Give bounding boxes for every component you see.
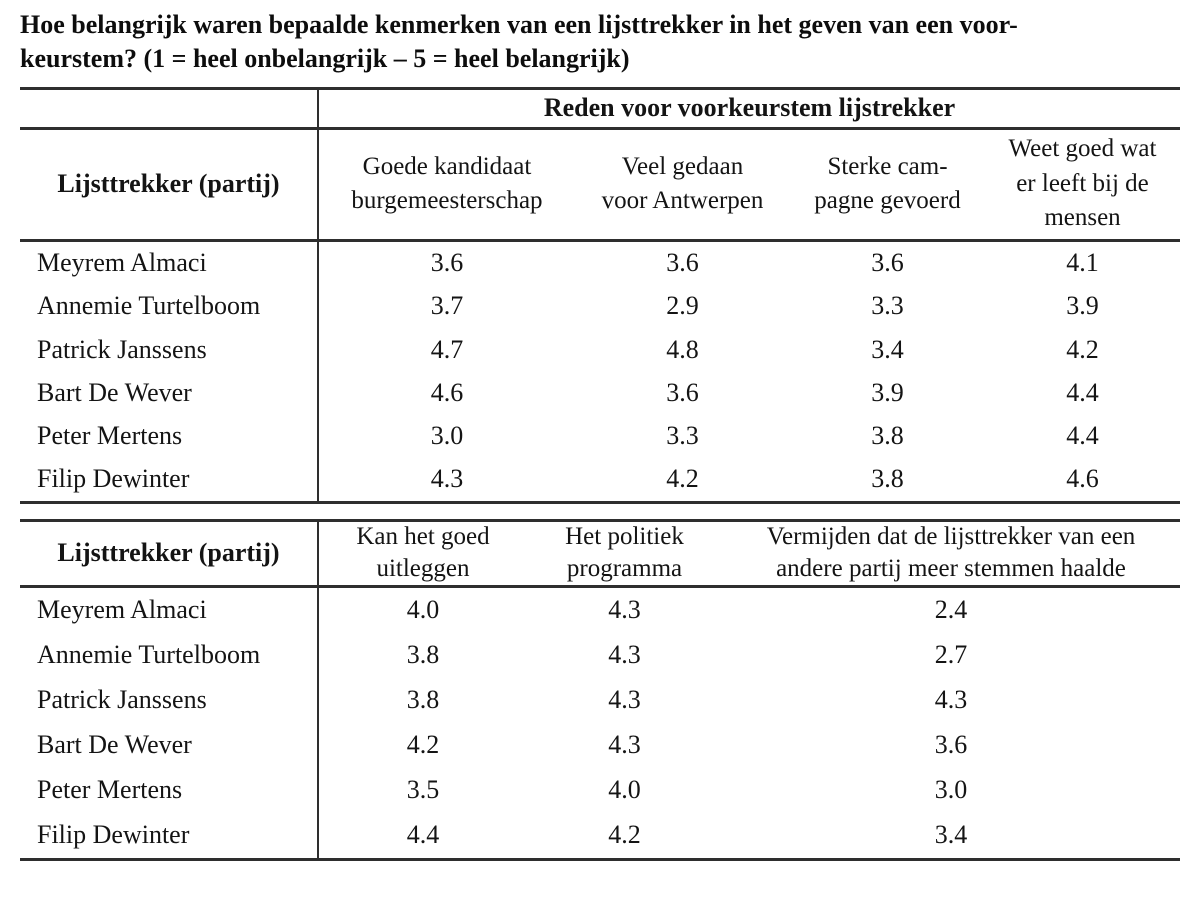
cell-value: 3.3 xyxy=(871,291,904,321)
cell-value: 4.7 xyxy=(317,327,575,372)
cell-value: 3.4 xyxy=(934,820,968,850)
row-name: Peter Mertens xyxy=(37,420,183,450)
span-header-row: Reden voor voorkeurstem lijstrekker xyxy=(20,89,1180,130)
cell-value: 4.2 xyxy=(608,820,641,850)
cell-value: 4.6 xyxy=(317,371,575,415)
row-name: Patrick Janssens xyxy=(37,685,207,715)
column-header-row: Lijsttrekker (partij) Goede kandidaat bu… xyxy=(20,129,1180,242)
row-name: Meyrem Almaci xyxy=(37,248,207,278)
cell-value: 3.9 xyxy=(871,377,904,407)
table-reden-voorkeurstem-vervolg: Lijsttrekker (partij) Kan het goed uitle… xyxy=(20,518,1180,861)
row-name: Patrick Janssens xyxy=(37,334,207,364)
cell-value: 3.5 xyxy=(317,767,527,813)
cell-value: 3.9 xyxy=(1066,291,1099,321)
cell-value: 3.6 xyxy=(871,248,904,278)
table-row: Peter Mertens 3.0 3.3 3.8 4.4 xyxy=(20,414,1180,458)
cell-value: 3.6 xyxy=(317,241,575,285)
span-header: Reden voor voorkeurstem lijstrekker xyxy=(317,89,1180,127)
table-row: Peter Mertens 3.5 4.0 3.0 xyxy=(20,767,1180,813)
cell-value: 3.7 xyxy=(317,284,575,328)
page-title: Hoe belangrijk waren bepaalde kenmerken … xyxy=(20,10,1018,73)
cell-value: 2.9 xyxy=(666,291,699,321)
table-row: Filip Dewinter 4.4 4.2 3.4 xyxy=(20,812,1180,858)
cell-value: 3.8 xyxy=(871,420,904,450)
cell-value: 3.8 xyxy=(317,632,527,678)
cell-value: 3.0 xyxy=(934,775,968,805)
table-row: Annemie Turtelboom 3.8 4.3 2.7 xyxy=(20,632,1180,678)
cell-value: 4.4 xyxy=(1066,377,1099,407)
table-row: Annemie Turtelboom 3.7 2.9 3.3 3.9 xyxy=(20,284,1180,328)
cell-value: 3.6 xyxy=(666,377,699,407)
cell-value: 4.4 xyxy=(317,812,527,858)
table-row: Patrick Janssens 4.7 4.8 3.4 4.2 xyxy=(20,327,1180,372)
column-header-kan-het-goed: Kan het goed uitleggen xyxy=(317,521,527,585)
cell-value: 4.3 xyxy=(608,640,641,670)
cell-value: 4.3 xyxy=(608,685,641,715)
row-name: Annemie Turtelboom xyxy=(37,640,261,670)
cell-value: 2.4 xyxy=(934,595,968,625)
cell-value: 3.3 xyxy=(666,420,699,450)
table-row: Patrick Janssens 3.8 4.3 4.3 xyxy=(20,677,1180,723)
cell-value: 4.0 xyxy=(317,587,527,633)
empty-corner-cell xyxy=(20,90,317,127)
column-header-politiek-programma: Het politiek programma xyxy=(565,522,684,583)
column-header-goede-kandidaat: Goede kandidaat burgemeesterschap xyxy=(317,129,575,239)
cell-value: 4.1 xyxy=(1066,248,1099,278)
row-name: Meyrem Almaci xyxy=(37,595,207,625)
table-row: Bart De Wever 4.6 3.6 3.9 4.4 xyxy=(20,371,1180,415)
cell-value: 4.8 xyxy=(666,334,699,364)
cell-value: 2.7 xyxy=(934,640,968,670)
cell-value: 4.3 xyxy=(317,457,575,501)
column-header-vermijden: Vermijden dat de lijsttrekker van een an… xyxy=(766,522,1136,583)
row-name: Bart De Wever xyxy=(37,377,192,407)
cell-value: 4.3 xyxy=(934,685,968,715)
cell-value: 3.6 xyxy=(666,248,699,278)
table-reden-voorkeurstem: Reden voor voorkeurstem lijstrekker Lijs… xyxy=(20,86,1180,504)
cell-value: 4.6 xyxy=(1066,464,1099,494)
column-header-veel-gedaan: Veel gedaan voor Antwerpen xyxy=(601,152,764,215)
cell-value: 4.2 xyxy=(666,464,699,494)
column-header-row: Lijsttrekker (partij) Kan het goed uitle… xyxy=(20,521,1180,588)
cell-value: 4.2 xyxy=(317,722,527,768)
row-name: Filip Dewinter xyxy=(37,464,190,494)
cell-value: 4.3 xyxy=(608,730,641,760)
cell-value: 4.0 xyxy=(608,775,641,805)
table-row: Meyrem Almaci 3.6 3.6 3.6 4.1 xyxy=(20,241,1180,285)
cell-value: 3.4 xyxy=(871,334,904,364)
table-row: Bart De Wever 4.2 4.3 3.6 xyxy=(20,722,1180,768)
cell-value: 3.0 xyxy=(317,414,575,458)
column-header-weet-goed: Weet goed wat er leeft bij de mensen xyxy=(1008,135,1157,232)
row-name: Filip Dewinter xyxy=(37,820,190,850)
row-name: Bart De Wever xyxy=(37,730,192,760)
cell-value: 3.8 xyxy=(871,464,904,494)
cell-value: 3.6 xyxy=(934,730,968,760)
row-header-label: Lijsttrekker (partij) xyxy=(57,538,280,568)
row-name: Peter Mertens xyxy=(37,775,183,805)
cell-value: 3.8 xyxy=(317,677,527,723)
cell-value: 4.4 xyxy=(1066,420,1099,450)
column-header-sterke-campagne: Sterke cam- pagne gevoerd xyxy=(814,152,961,215)
document-page: Hoe belangrijk waren bepaalde kenmerken … xyxy=(20,0,1180,861)
cell-value: 4.2 xyxy=(1066,334,1099,364)
cell-value: 4.3 xyxy=(608,595,641,625)
table-row: Meyrem Almaci 4.0 4.3 2.4 xyxy=(20,587,1180,633)
table-row: Filip Dewinter 4.3 4.2 3.8 4.6 xyxy=(20,457,1180,501)
row-name: Annemie Turtelboom xyxy=(37,291,261,321)
row-header-label: Lijsttrekker (partij) xyxy=(57,169,280,199)
